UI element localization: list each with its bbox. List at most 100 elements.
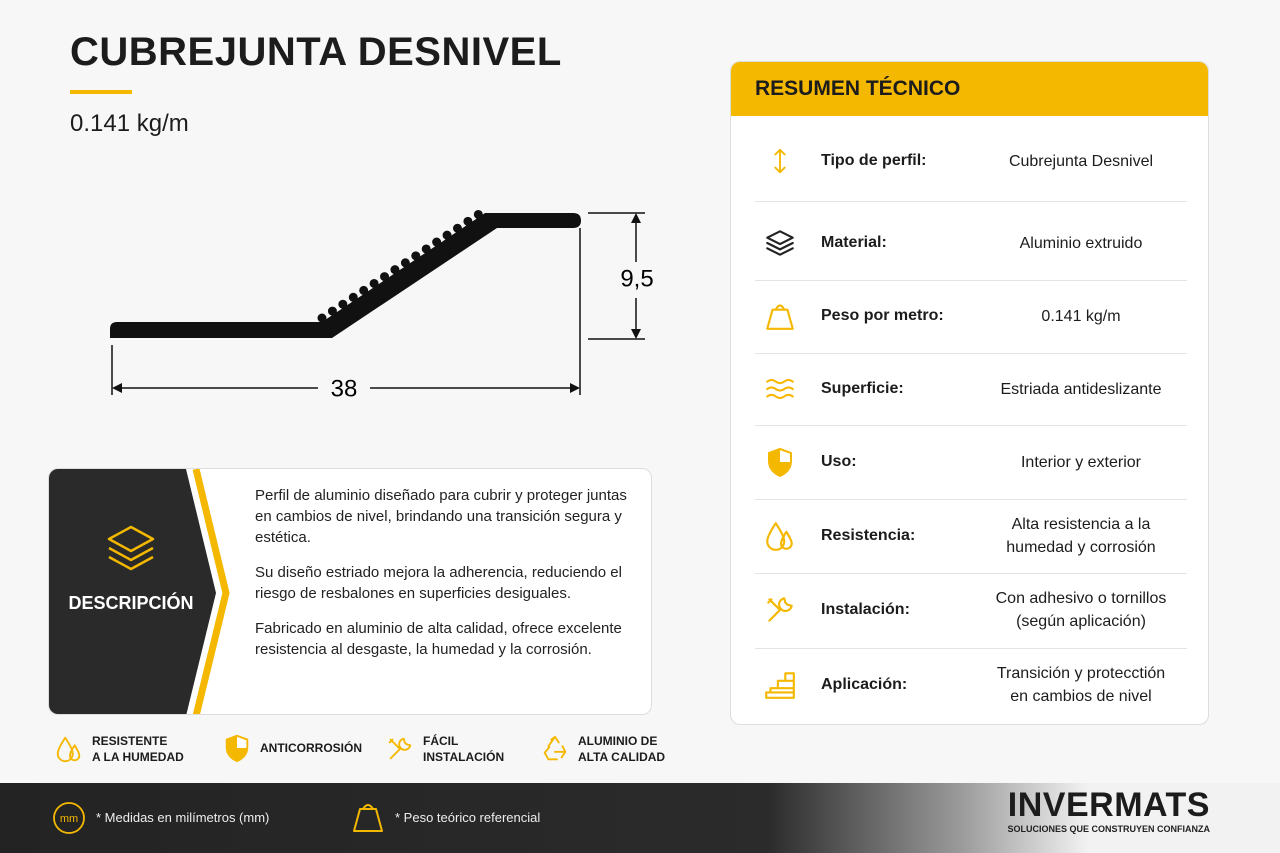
description-paragraph: Perfil de aluminio diseñado para cubrir … bbox=[255, 487, 627, 546]
footer-note: * Peso teórico referencial bbox=[395, 810, 541, 825]
icon bbox=[774, 148, 786, 174]
row-icon bbox=[755, 226, 805, 260]
row-icon bbox=[755, 593, 805, 627]
icon bbox=[768, 448, 792, 477]
row-label: Tipo de perfil: bbox=[821, 152, 927, 169]
feature-label-line: RESISTENTE bbox=[92, 734, 168, 748]
row-label: Uso: bbox=[821, 453, 857, 470]
weight: 0.141 kg/m bbox=[70, 110, 189, 137]
brand: INVERMATS bbox=[1007, 786, 1210, 824]
row-label: Aplicación: bbox=[821, 676, 908, 693]
feature: ALUMINIO DE ALTA CALIDAD bbox=[540, 733, 665, 765]
icon bbox=[766, 378, 794, 400]
icon bbox=[766, 304, 794, 330]
feature-label: ANTICORROSIÓN bbox=[260, 740, 362, 756]
row-icon bbox=[755, 299, 805, 333]
title: CUBREJUNTA DESNIVEL bbox=[70, 30, 562, 74]
icon bbox=[765, 672, 795, 699]
description-card: DESCRIPCIÓN Perfil de aluminio diseñado … bbox=[48, 468, 652, 715]
icon bbox=[766, 522, 793, 551]
row-value-line: Transición y protecctión bbox=[996, 665, 1166, 682]
row-value: Interior y exterior bbox=[975, 451, 1187, 474]
row-value-line: Con adhesivo o tornillos bbox=[995, 590, 1167, 607]
description-text: Perfil de aluminio diseñado para cubrir … bbox=[255, 485, 627, 674]
feature-label-line: FÁCIL bbox=[423, 734, 459, 748]
description-label: DESCRIPCIÓN bbox=[68, 592, 193, 613]
summary-row: Instalación: Con adhesivo o tornillos (seg… bbox=[755, 585, 1187, 635]
feature-label-line: ALTA CALIDAD bbox=[578, 750, 666, 764]
footer: mm * Medidas en milímetros (mm) * Peso t… bbox=[0, 783, 1280, 853]
weight-icon bbox=[353, 804, 383, 832]
row-value-line: Cubrejunta Desnivel bbox=[1008, 152, 1154, 170]
icon bbox=[388, 737, 412, 760]
row-value: Estriada antideslizante bbox=[975, 378, 1187, 401]
row-value: 0.141 kg/m bbox=[975, 305, 1187, 328]
feature: FÁCIL INSTALACIÓN bbox=[385, 733, 504, 765]
row-value-line: Interior y exterior bbox=[1020, 453, 1142, 471]
feature-label-line: INSTALACIÓN bbox=[423, 750, 505, 764]
row-divider bbox=[755, 573, 1187, 574]
row-label: Material: bbox=[821, 234, 887, 251]
row-value: Alta resistencia a la humedad y corrosión bbox=[975, 513, 1187, 559]
icon bbox=[56, 736, 81, 763]
row-value-line: 0.141 kg/m bbox=[1041, 307, 1121, 325]
feature: ANTICORROSIÓN bbox=[222, 733, 362, 763]
row-divider bbox=[755, 280, 1187, 281]
row-icon bbox=[755, 146, 805, 176]
row-icon bbox=[755, 668, 805, 702]
row-value-line: Estriada antideslizante bbox=[1000, 380, 1162, 398]
row-icon bbox=[755, 446, 805, 478]
row-value-line: en cambios de nivel bbox=[1010, 688, 1152, 705]
feature-label-line: A LA HUMEDAD bbox=[92, 750, 184, 764]
row-value: Cubrejunta Desnivel bbox=[975, 150, 1187, 173]
row-divider bbox=[755, 201, 1187, 202]
row-divider bbox=[755, 499, 1187, 500]
summary-row: Aplicación: Transición y protecctión en ca… bbox=[755, 660, 1187, 710]
mm-icon-label: mm bbox=[60, 813, 78, 825]
row-label: Peso por metro: bbox=[821, 307, 944, 324]
row-value-line: Aluminio extruido bbox=[1019, 234, 1143, 252]
description-banner: DESCRIPCIÓN bbox=[49, 469, 230, 714]
row-value: Aluminio extruido bbox=[975, 232, 1187, 255]
row-divider bbox=[755, 425, 1187, 426]
feature-label: ALUMINIO DE ALTA CALIDAD bbox=[578, 733, 665, 765]
profile-drawing: 9,5 38 bbox=[110, 207, 654, 402]
summary-row: Uso: Interior y exterior bbox=[755, 437, 1187, 487]
row-label: Resistencia: bbox=[821, 527, 916, 544]
row-value: Con adhesivo o tornillos (según aplicació… bbox=[975, 587, 1187, 633]
icon bbox=[225, 734, 249, 763]
row-divider bbox=[755, 353, 1187, 354]
summary-row: Peso por metro: 0.141 kg/m bbox=[755, 291, 1187, 341]
summary-row: Material: Aluminio extruido bbox=[755, 218, 1187, 268]
width-dimension: 38 bbox=[331, 375, 358, 402]
feature-label-line: ANTICORROSIÓN bbox=[260, 741, 362, 755]
row-value-line: Alta resistencia a la bbox=[1011, 516, 1151, 533]
row-value: Transición y protecctión en cambios de ni… bbox=[975, 662, 1187, 708]
row-value-line: humedad y corrosión bbox=[1006, 539, 1156, 556]
icon bbox=[767, 597, 793, 622]
row-label: Instalación: bbox=[821, 601, 910, 618]
feature-label-line: ALUMINIO DE bbox=[578, 734, 658, 748]
summary-row: Resistencia: Alta resistencia a la humedad… bbox=[755, 511, 1187, 561]
feature: RESISTENTE A LA HUMEDAD bbox=[54, 733, 184, 765]
feature-label: FÁCIL INSTALACIÓN bbox=[423, 733, 504, 765]
mm-icon: mm bbox=[53, 802, 85, 834]
icon bbox=[543, 735, 567, 761]
title-underline bbox=[70, 90, 132, 94]
row-icon bbox=[755, 372, 805, 406]
row-icon bbox=[755, 519, 805, 553]
footer-note: * Medidas en milímetros (mm) bbox=[96, 810, 270, 825]
height-dimension: 9,5 bbox=[620, 265, 653, 292]
feature-label: RESISTENTE A LA HUMEDAD bbox=[92, 733, 184, 765]
brand-tagline: SOLUCIONES QUE CONSTRUYEN CONFIANZA bbox=[1007, 824, 1210, 834]
summary-title: RESUMEN TÉCNICO bbox=[731, 62, 1208, 116]
icon bbox=[766, 230, 794, 256]
row-label: Superficie: bbox=[821, 380, 904, 397]
summary-row: Tipo de perfil: Cubrejunta Desnivel bbox=[755, 136, 1187, 186]
summary-card: RESUMEN TÉCNICO Tipo de perfil: Cubrejunt… bbox=[730, 61, 1209, 725]
description-paragraph: Fabricado en aluminio de alta calidad, o… bbox=[255, 620, 622, 658]
row-divider bbox=[755, 648, 1187, 649]
summary-row: Superficie: Estriada antideslizante bbox=[755, 364, 1187, 414]
row-value-line: (según aplicación) bbox=[1016, 613, 1146, 630]
